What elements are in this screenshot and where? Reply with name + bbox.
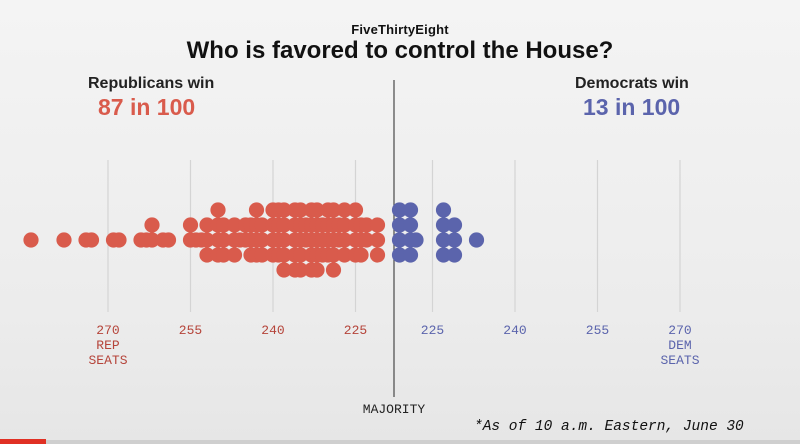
progress-bar-track [46,440,800,444]
democrat-outcome-dot [435,247,452,263]
republican-outcome-dot [325,202,342,218]
republican-outcome-dot [254,247,270,263]
republican-outcome-dot [358,217,375,233]
republican-outcome-dot [292,202,309,218]
republican-outcome-dot [23,232,39,248]
republican-outcome-dot [254,217,270,233]
republican-outcome-dot [254,232,270,248]
democrat-outcome-dot [435,217,452,233]
republican-outcome-dot [358,232,375,248]
republican-outcome-dot [83,232,100,248]
tick-label: 225 [421,323,444,338]
republican-outcome-dot [309,262,325,278]
republican-outcome-dot [182,217,199,233]
progress-bar-played [0,439,46,444]
republican-win-label: Republicans win [88,75,215,92]
republican-outcome-dot [215,232,232,248]
republican-outcome-dot [56,232,72,248]
democrat-outcome-dot [446,247,463,263]
republican-outcome-dot [248,202,265,218]
page-title: Who is favored to control the House? [186,37,614,64]
rep-seats-axis-label: REP [96,338,120,353]
republican-outcome-dot [160,232,177,248]
tick-label: 270 [668,323,691,338]
republican-outcome-dot [309,202,325,218]
republican-outcome-dot [226,247,243,263]
rep-seats-axis-label: SEATS [88,353,127,368]
tick-label: 255 [179,323,202,338]
dem-seats-axis-label: SEATS [660,353,699,368]
republican-outcome-dot [215,247,232,263]
democrat-outcome-dot [435,232,452,248]
democrat-outcome-dot [391,217,408,233]
republican-outcome-dot [276,262,292,278]
republican-outcome-dot [292,262,309,278]
democrat-outcome-dot [446,217,463,233]
tick-label: 240 [261,323,284,338]
republican-outcome-dot [292,247,309,263]
footnote: *As of 10 a.m. Eastern, June 30 [474,419,744,435]
republican-win-probability: 87 in 100 [98,94,196,120]
democrat-outcome-dot [408,232,424,248]
republican-outcome-dot [226,217,243,233]
majority-label: MAJORITY [363,402,426,417]
republican-outcome-dot [210,202,226,218]
republican-outcome-dot [369,247,386,263]
democrat-outcome-dot [391,202,408,218]
republican-outcome-dot [199,247,215,263]
tick-label: 270 [96,323,119,338]
republican-outcome-dot [199,232,215,248]
republican-outcome-dot [369,232,386,248]
republican-outcome-dot [276,217,292,233]
democrat-outcome-dot [468,232,485,248]
democrat-outcome-dot [402,202,419,218]
republican-outcome-dot [276,232,292,248]
democrat-outcome-dot [391,232,408,248]
republican-outcome-dot [276,247,292,263]
dem-seats-axis-label: DEM [668,338,691,353]
tick-label: 255 [586,323,609,338]
tick-label: 240 [503,323,526,338]
democrat-outcome-dot [391,247,408,263]
republican-outcome-dot [336,232,353,248]
republican-outcome-dot [347,202,364,218]
republican-outcome-dot [336,217,353,233]
republican-outcome-dot [215,217,232,233]
republican-outcome-dot [353,247,369,263]
democrat-outcome-dot [435,202,452,218]
democrat-outcome-dot [446,232,463,248]
republican-outcome-dot [276,202,292,218]
tick-label: 225 [344,323,367,338]
republican-outcome-dot [325,247,342,263]
democrat-outcome-dot [402,247,419,263]
republican-outcome-dot [336,247,353,263]
republican-outcome-dot [144,217,160,233]
democrat-outcome-dot [402,217,419,233]
republican-outcome-dot [144,232,160,248]
democrat-win-probability: 13 in 100 [583,94,681,120]
republican-outcome-dot [369,217,386,233]
brand-logo: FiveThirtyEight [351,22,449,37]
democrat-win-label: Democrats win [575,75,689,92]
republican-outcome-dot [199,217,215,233]
republican-outcome-dot [111,232,127,248]
republican-outcome-dot [325,262,342,278]
republican-outcome-dot [336,202,353,218]
